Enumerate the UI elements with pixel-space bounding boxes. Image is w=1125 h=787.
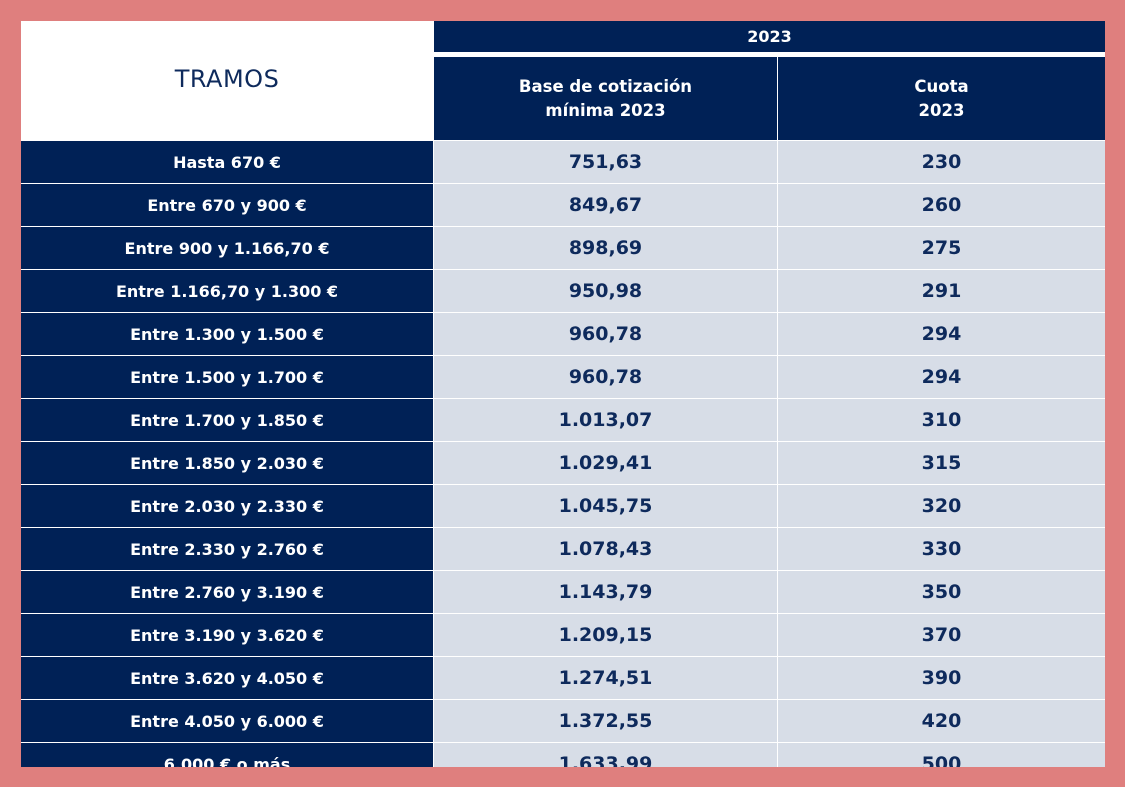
table-row: Entre 1.166,70 y 1.300 € 950,98 291 <box>21 270 1105 312</box>
table-row: 6.000 € o más 1.633,99 500 <box>21 743 1105 767</box>
tramo-cell: Entre 1.850 y 2.030 € <box>21 442 433 484</box>
table-row: Entre 3.620 y 4.050 € 1.274,51 390 <box>21 657 1105 699</box>
table-row: Entre 2.330 y 2.760 € 1.078,43 330 <box>21 528 1105 570</box>
cuota-cell: 310 <box>778 399 1105 441</box>
tramo-cell: Entre 4.050 y 6.000 € <box>21 700 433 742</box>
cuota-column-header: Cuota 2023 <box>778 57 1105 140</box>
table-row: Entre 4.050 y 6.000 € 1.372,55 420 <box>21 700 1105 742</box>
tramos-header: TRAMOS <box>21 21 433 140</box>
table-row: Entre 1.850 y 2.030 € 1.029,41 315 <box>21 442 1105 484</box>
base-cell: 960,78 <box>434 356 777 398</box>
cuota-cell: 294 <box>778 356 1105 398</box>
cuota-cell: 275 <box>778 227 1105 269</box>
cuota-cell: 370 <box>778 614 1105 656</box>
table-row: Entre 2.760 y 3.190 € 1.143,79 350 <box>21 571 1105 613</box>
table-row: Entre 670 y 900 € 849,67 260 <box>21 184 1105 226</box>
table-row: Entre 1.300 y 1.500 € 960,78 294 <box>21 313 1105 355</box>
base-header-line1: Base de cotización <box>518 76 693 96</box>
cuota-cell: 330 <box>778 528 1105 570</box>
tramo-cell: Entre 1.700 y 1.850 € <box>21 399 433 441</box>
tramo-cell: Entre 2.760 y 3.190 € <box>21 571 433 613</box>
tramo-cell: Entre 670 y 900 € <box>21 184 433 226</box>
cuota-cell: 350 <box>778 571 1105 613</box>
year-header: 2023 <box>434 21 1105 52</box>
base-column-header: Base de cotización mínima 2023 <box>434 57 777 140</box>
tramo-cell: Entre 1.166,70 y 1.300 € <box>21 270 433 312</box>
tramo-cell: Entre 1.300 y 1.500 € <box>21 313 433 355</box>
cuota-cell: 230 <box>778 141 1105 183</box>
tramo-cell: Entre 2.030 y 2.330 € <box>21 485 433 527</box>
base-cell: 1.029,41 <box>434 442 777 484</box>
cuota-cell: 294 <box>778 313 1105 355</box>
table-row: Entre 1.500 y 1.700 € 960,78 294 <box>21 356 1105 398</box>
cuota-cell: 315 <box>778 442 1105 484</box>
cuota-header-line2: 2023 <box>918 100 965 120</box>
table-body: Hasta 670 € 751,63 230 Entre 670 y 900 €… <box>21 141 1105 767</box>
table-row: Hasta 670 € 751,63 230 <box>21 141 1105 183</box>
cuota-cell: 420 <box>778 700 1105 742</box>
base-header-line2: mínima 2023 <box>545 100 666 120</box>
cuota-cell: 260 <box>778 184 1105 226</box>
tramo-cell: Entre 2.330 y 2.760 € <box>21 528 433 570</box>
contributions-table: TRAMOS 2023 Base de cotización mínima 20… <box>21 21 1105 767</box>
base-cell: 1.372,55 <box>434 700 777 742</box>
table-row: Entre 900 y 1.166,70 € 898,69 275 <box>21 227 1105 269</box>
tramo-cell: Entre 3.620 y 4.050 € <box>21 657 433 699</box>
table-row: Entre 2.030 y 2.330 € 1.045,75 320 <box>21 485 1105 527</box>
base-cell: 960,78 <box>434 313 777 355</box>
table-row: Entre 1.700 y 1.850 € 1.013,07 310 <box>21 399 1105 441</box>
base-cell: 1.633,99 <box>434 743 777 767</box>
base-cell: 1.078,43 <box>434 528 777 570</box>
base-cell: 751,63 <box>434 141 777 183</box>
base-cell: 1.013,07 <box>434 399 777 441</box>
tramo-cell: Entre 3.190 y 3.620 € <box>21 614 433 656</box>
tramo-cell: Entre 900 y 1.166,70 € <box>21 227 433 269</box>
tramo-cell: Hasta 670 € <box>21 141 433 183</box>
base-cell: 1.143,79 <box>434 571 777 613</box>
base-cell: 1.209,15 <box>434 614 777 656</box>
cuota-cell: 320 <box>778 485 1105 527</box>
base-cell: 950,98 <box>434 270 777 312</box>
cuota-cell: 390 <box>778 657 1105 699</box>
cuota-header-line1: Cuota <box>914 76 969 96</box>
cuota-cell: 500 <box>778 743 1105 767</box>
tramo-cell: Entre 1.500 y 1.700 € <box>21 356 433 398</box>
base-cell: 898,69 <box>434 227 777 269</box>
base-cell: 849,67 <box>434 184 777 226</box>
base-cell: 1.045,75 <box>434 485 777 527</box>
table-row: Entre 3.190 y 3.620 € 1.209,15 370 <box>21 614 1105 656</box>
cuota-cell: 291 <box>778 270 1105 312</box>
base-cell: 1.274,51 <box>434 657 777 699</box>
tramo-cell: 6.000 € o más <box>21 743 433 767</box>
